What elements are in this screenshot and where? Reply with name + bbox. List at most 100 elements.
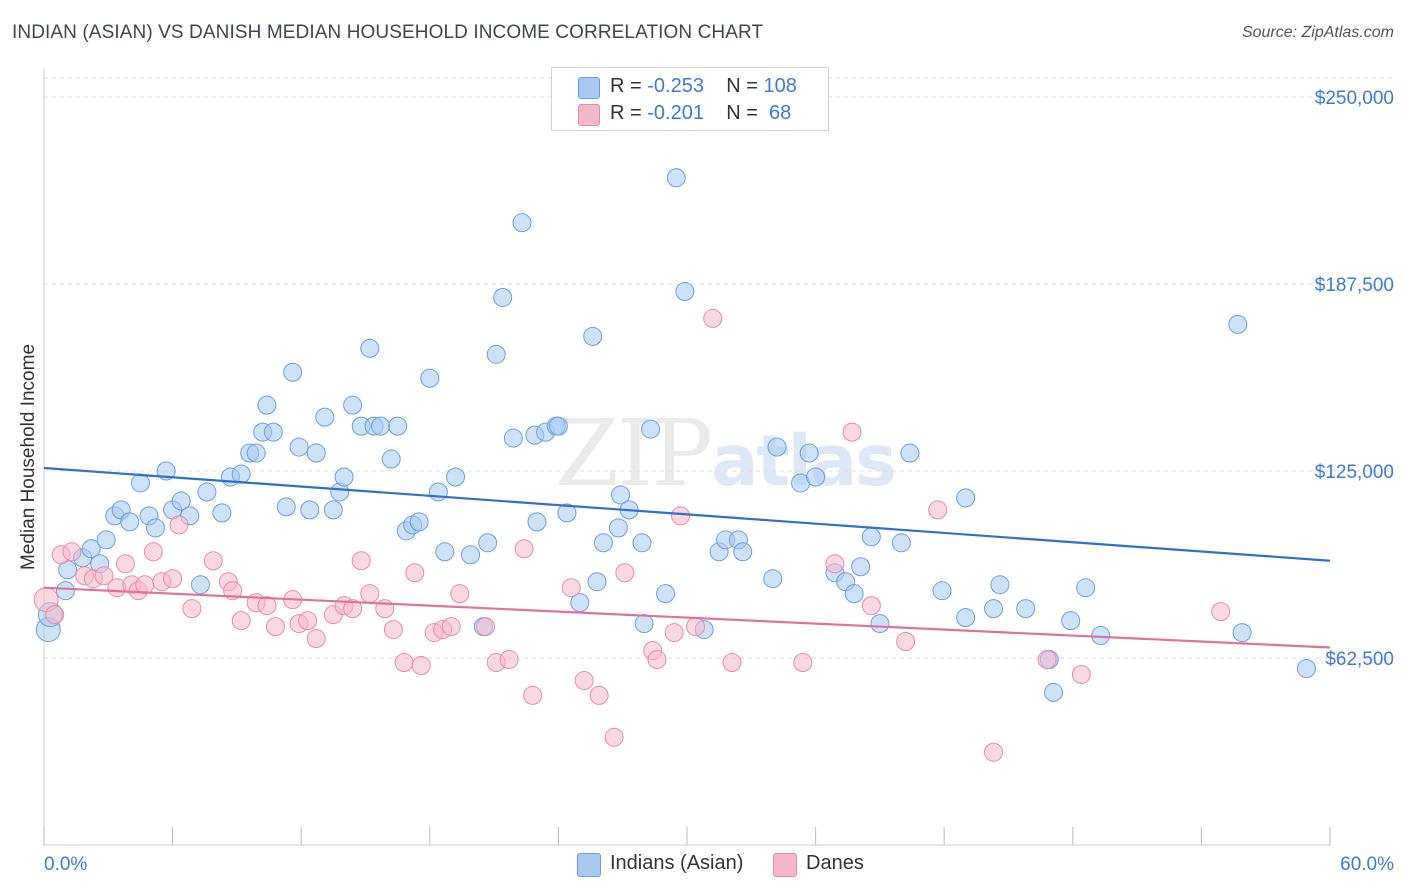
data-point-indians — [956, 488, 976, 508]
legend-r-value: -0.253 — [647, 75, 704, 97]
data-point-indians — [632, 533, 652, 553]
data-point-indians — [1296, 658, 1316, 678]
data-point-indians — [435, 542, 455, 562]
data-point-indians — [861, 527, 881, 547]
data-point-danes — [499, 649, 519, 669]
legend-swatch-blue — [578, 77, 600, 99]
data-point-danes — [257, 596, 277, 616]
data-point-indians — [1076, 578, 1096, 598]
data-point-danes — [182, 599, 202, 619]
data-point-indians — [1228, 314, 1248, 334]
data-point-danes — [604, 727, 624, 747]
legend-n-value: 68 — [763, 102, 792, 124]
data-point-indians — [641, 419, 661, 439]
data-point-danes — [298, 611, 318, 631]
data-point-indians — [360, 338, 380, 358]
legend-text-danes: R = -0.201 N = 68 — [610, 102, 791, 125]
data-point-indians — [315, 407, 335, 427]
data-point-danes — [405, 563, 425, 583]
data-point-danes — [351, 551, 371, 571]
data-point-indians — [334, 467, 354, 487]
data-point-indians — [486, 344, 506, 364]
data-point-indians — [212, 503, 232, 523]
data-point-indians — [81, 539, 101, 559]
data-point-danes — [343, 599, 363, 619]
data-point-indians — [409, 512, 429, 532]
data-point-indians — [96, 530, 116, 550]
legend-r-value: -0.201 — [647, 102, 704, 124]
data-point-indians — [171, 491, 191, 511]
data-point-indians — [870, 614, 890, 634]
data-point-indians — [1061, 611, 1081, 631]
data-point-danes — [441, 617, 461, 637]
data-point-indians — [478, 533, 498, 553]
data-point-indians — [246, 443, 266, 463]
data-point-indians — [983, 599, 1003, 619]
data-point-indians — [527, 512, 547, 532]
data-point-indians — [733, 542, 753, 562]
data-point-indians — [891, 533, 911, 553]
data-point-danes — [615, 563, 635, 583]
watermark-zip: ZIP — [555, 400, 713, 507]
data-point-danes — [514, 539, 534, 559]
x-tick-label-max: 60.0% — [1340, 854, 1394, 875]
data-point-indians — [799, 443, 819, 463]
data-point-danes — [561, 578, 581, 598]
legend-r-label: R = — [610, 102, 648, 124]
legend-n-label: N = — [726, 75, 764, 97]
data-point-indians — [503, 428, 523, 448]
x-tick-label-min: 0.0% — [44, 854, 87, 875]
data-point-danes — [143, 542, 163, 562]
data-point-indians — [263, 422, 283, 442]
data-point-danes — [861, 596, 881, 616]
data-point-danes — [896, 632, 916, 652]
data-point-danes — [450, 584, 470, 604]
y-tick-label: $250,000 — [1315, 88, 1394, 109]
data-point-indians — [283, 362, 303, 382]
chart-title: INDIAN (ASIAN) VS DANISH MEDIAN HOUSEHOL… — [12, 22, 764, 43]
legend-n-label: N = — [726, 102, 764, 124]
data-point-indians — [900, 443, 920, 463]
data-point-danes — [306, 629, 326, 649]
data-point-danes — [983, 742, 1003, 762]
data-point-indians — [844, 584, 864, 604]
data-point-indians — [446, 467, 466, 487]
data-point-indians — [593, 533, 613, 553]
data-point-indians — [257, 395, 277, 415]
data-point-danes — [169, 515, 189, 535]
bottom-legend-swatch-blue — [577, 853, 601, 877]
data-point-indians — [557, 503, 577, 523]
data-point-indians — [666, 168, 686, 188]
data-point-danes — [793, 652, 813, 672]
data-point-indians — [1016, 599, 1036, 619]
y-axis-label: Median Household Income — [18, 344, 39, 570]
data-point-indians — [145, 518, 165, 538]
bottom-legend-swatch-pink — [773, 853, 797, 877]
data-point-danes — [62, 542, 82, 562]
data-point-indians — [675, 281, 695, 301]
data-point-indians — [231, 464, 251, 484]
data-point-danes — [1071, 664, 1091, 684]
data-point-indians — [634, 614, 654, 634]
data-point-danes — [94, 566, 114, 586]
data-point-danes — [574, 670, 594, 690]
data-point-danes — [1211, 602, 1231, 622]
legend-n-value: 108 — [763, 75, 797, 97]
data-point-indians — [420, 368, 440, 388]
data-point-indians — [276, 497, 296, 517]
y-tick-label: $125,000 — [1315, 462, 1394, 483]
data-point-danes — [842, 422, 862, 442]
data-point-danes — [45, 605, 65, 625]
data-point-danes — [1037, 649, 1057, 669]
data-point-indians — [306, 443, 326, 463]
data-point-indians — [197, 482, 217, 502]
data-point-indians — [1232, 623, 1252, 643]
data-point-indians — [611, 485, 631, 505]
data-point-danes — [664, 623, 684, 643]
data-point-danes — [686, 617, 706, 637]
data-point-danes — [722, 652, 742, 672]
data-point-indians — [55, 581, 75, 601]
data-point-indians — [120, 512, 140, 532]
series-danes — [33, 308, 1231, 762]
data-point-indians — [656, 584, 676, 604]
